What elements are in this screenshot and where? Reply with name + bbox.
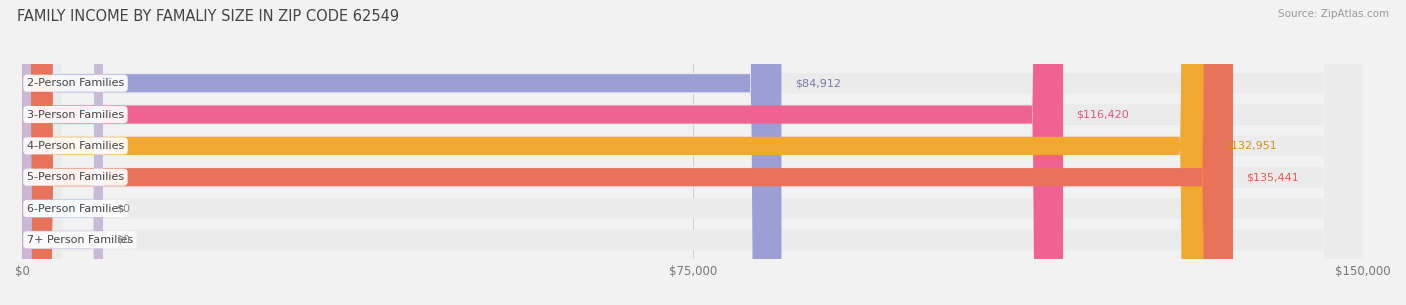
FancyBboxPatch shape xyxy=(22,0,1364,305)
Text: 5-Person Families: 5-Person Families xyxy=(27,172,124,182)
Text: $135,441: $135,441 xyxy=(1247,172,1299,182)
Text: $0: $0 xyxy=(117,235,131,245)
Text: 4-Person Families: 4-Person Families xyxy=(27,141,124,151)
FancyBboxPatch shape xyxy=(22,0,1063,305)
FancyBboxPatch shape xyxy=(22,0,1364,305)
FancyBboxPatch shape xyxy=(22,0,1233,305)
Text: $84,912: $84,912 xyxy=(794,78,841,88)
Text: $116,420: $116,420 xyxy=(1077,109,1129,120)
Text: FAMILY INCOME BY FAMALIY SIZE IN ZIP CODE 62549: FAMILY INCOME BY FAMALIY SIZE IN ZIP COD… xyxy=(17,9,399,24)
FancyBboxPatch shape xyxy=(22,0,1364,305)
FancyBboxPatch shape xyxy=(22,0,1364,305)
Text: 6-Person Families: 6-Person Families xyxy=(27,203,124,213)
FancyBboxPatch shape xyxy=(22,0,782,305)
Text: $132,951: $132,951 xyxy=(1225,141,1277,151)
Text: Source: ZipAtlas.com: Source: ZipAtlas.com xyxy=(1278,9,1389,19)
FancyBboxPatch shape xyxy=(22,0,1364,305)
Text: 2-Person Families: 2-Person Families xyxy=(27,78,124,88)
FancyBboxPatch shape xyxy=(22,0,1364,305)
Text: $0: $0 xyxy=(117,203,131,213)
FancyBboxPatch shape xyxy=(22,0,1211,305)
FancyBboxPatch shape xyxy=(22,0,103,305)
Text: 3-Person Families: 3-Person Families xyxy=(27,109,124,120)
FancyBboxPatch shape xyxy=(22,0,103,305)
Text: 7+ Person Families: 7+ Person Families xyxy=(27,235,134,245)
